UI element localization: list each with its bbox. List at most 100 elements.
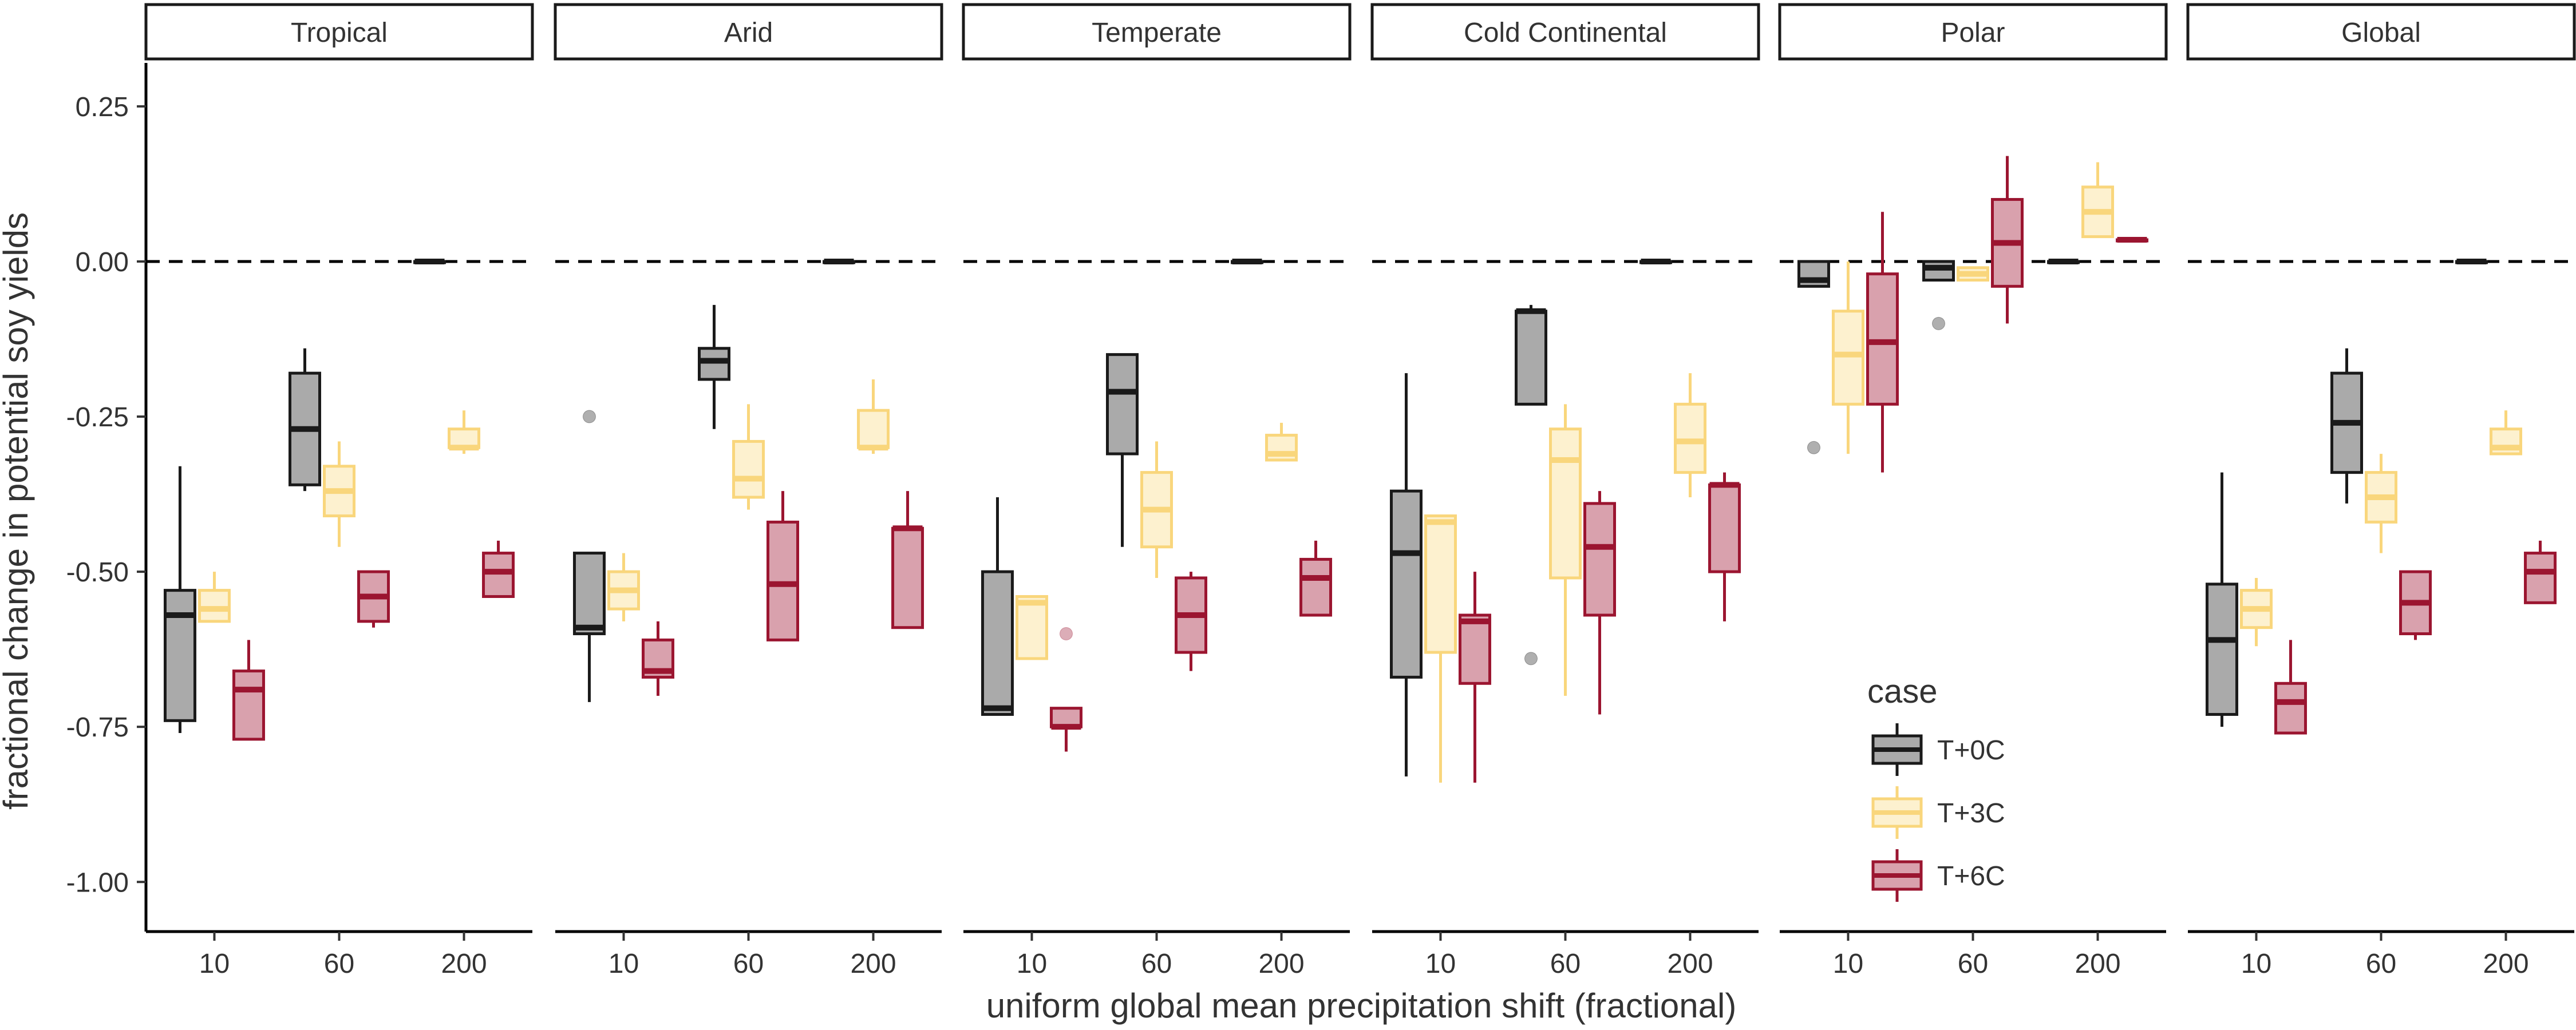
x-tick-label: 200 — [2075, 949, 2120, 979]
facet-label: Global — [2341, 18, 2421, 48]
x-tick-label: 10 — [1425, 949, 1456, 979]
box-t-6c-200 — [1708, 472, 1741, 621]
facet-label: Polar — [1941, 18, 2005, 48]
y-tick-label: 0.25 — [76, 92, 129, 122]
box-iqr — [1583, 502, 1616, 617]
x-axis-title: uniform global mean precipitation shift … — [986, 987, 1737, 1025]
box-t-0c-60 — [698, 304, 730, 429]
box-iqr — [1106, 353, 1139, 455]
box-t-6c-10 — [641, 621, 674, 696]
boxes-polar — [1797, 156, 2149, 473]
y-tick-label: 0.00 — [76, 247, 129, 278]
box-iqr — [2205, 583, 2238, 716]
box-t-6c-200 — [1299, 540, 1333, 617]
box-iqr — [698, 347, 730, 381]
boxes-global — [2205, 258, 2557, 735]
box-t-0c-60 — [289, 348, 321, 492]
facet-strip — [554, 3, 943, 61]
box-iqr — [1674, 402, 1707, 474]
box-t-3c-60 — [1549, 404, 1582, 696]
x-tick-label: 10 — [199, 949, 230, 979]
box-iqr — [981, 570, 1014, 716]
boxes-tropical — [163, 258, 515, 741]
box-iqr — [2274, 682, 2307, 735]
box-t-6c-10 — [2274, 640, 2307, 735]
x-tick-label: 60 — [324, 949, 354, 979]
box-t-6c-60 — [357, 570, 390, 628]
box-t-0c-10 — [572, 410, 606, 702]
x-tick-label: 200 — [1667, 949, 1713, 979]
box-t-6c-60 — [2399, 570, 2432, 640]
box-t-3c-60 — [323, 441, 355, 547]
box-t-3c-200 — [857, 379, 890, 454]
y-axis-title: fractional change in potential soy yield… — [0, 212, 35, 810]
box-iqr — [232, 670, 265, 741]
legend-item-t-6c: T+6C — [1871, 849, 2005, 902]
box-t-3c-10 — [197, 572, 231, 623]
box-t-6c-60 — [767, 491, 799, 641]
outlier-point — [1932, 316, 1945, 330]
box-iqr — [482, 552, 515, 598]
box-t-6c-60 — [1175, 572, 1207, 671]
box-t-3c-10 — [607, 553, 640, 621]
y-tick-label: -0.75 — [66, 712, 129, 743]
facet-strip — [2186, 3, 2576, 61]
box-iqr — [1831, 310, 1864, 406]
box-t-3c-60 — [2365, 454, 2397, 553]
box-t-3c-200 — [448, 410, 481, 454]
box-t-0c-10 — [1389, 373, 1423, 777]
box-iqr — [197, 589, 231, 623]
box-t-3c-60 — [732, 404, 765, 510]
box-t-0c-10 — [163, 466, 196, 734]
x-tick-label: 60 — [1141, 949, 1172, 979]
x-tick-label: 200 — [1258, 949, 1304, 979]
box-t-6c-10 — [1049, 627, 1082, 752]
facet-strip — [962, 3, 1352, 61]
legend-label: T+6C — [1937, 861, 2005, 892]
box-t-0c-200 — [2047, 258, 2080, 264]
facet-strip — [1370, 3, 1760, 61]
box-iqr — [1424, 514, 1457, 654]
facet-label: Cold Continental — [1464, 18, 1667, 48]
x-tick-label: 60 — [1958, 949, 1988, 979]
box-iqr — [1015, 595, 1048, 660]
box-t-6c-200 — [2116, 237, 2149, 243]
box-iqr — [1549, 427, 1582, 580]
facet-label: Temperate — [1092, 18, 1222, 48]
outlier-point — [1807, 441, 1820, 454]
x-tick-label: 10 — [1017, 949, 1047, 979]
x-tick-label: 60 — [2366, 949, 2396, 979]
box-t-0c-200 — [1231, 258, 1264, 264]
box-t-0c-10 — [2205, 472, 2238, 727]
legend-item-t-3c: T+3C — [1871, 786, 2005, 839]
x-tick-label: 10 — [609, 949, 639, 979]
box-t-0c-10 — [981, 497, 1014, 716]
box-iqr — [857, 409, 890, 449]
box-t-6c-200 — [2524, 540, 2557, 604]
box-t-3c-10 — [1831, 261, 1864, 454]
box-iqr — [1458, 613, 1491, 685]
facet-strip — [1778, 3, 2168, 61]
facet-strip — [144, 3, 534, 61]
box-t-3c-10 — [2239, 577, 2273, 647]
x-tick-label: 60 — [1550, 949, 1581, 979]
outlier-point — [582, 410, 596, 423]
boxes-cold-continental — [1389, 258, 1741, 783]
x-tick-label: 200 — [850, 949, 896, 979]
legend-title: case — [1867, 673, 1938, 710]
x-tick-label: 200 — [2483, 949, 2528, 979]
box-t-3c-200 — [2490, 410, 2523, 455]
box-t-6c-60 — [1583, 491, 1616, 715]
box-iqr — [1922, 260, 1955, 282]
box-iqr — [1515, 310, 1547, 406]
box-iqr — [1299, 557, 1333, 617]
x-tick-label: 10 — [2241, 949, 2271, 979]
box-t-6c-200 — [891, 491, 924, 629]
box-iqr — [1049, 707, 1082, 728]
box-iqr — [163, 589, 196, 722]
box-t-0c-10 — [1797, 260, 1830, 454]
y-tick-label: -1.00 — [66, 867, 129, 898]
box-iqr — [732, 439, 765, 499]
facet-panel-temperate: Temperate 10 60 200 — [962, 3, 1352, 979]
